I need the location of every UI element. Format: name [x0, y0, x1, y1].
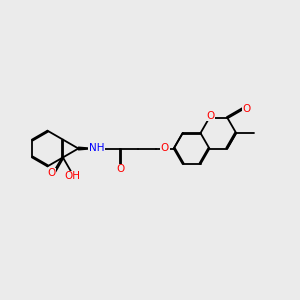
Text: O: O: [47, 169, 55, 178]
Text: OH: OH: [64, 171, 80, 182]
Text: NH: NH: [89, 143, 104, 153]
Text: O: O: [242, 104, 250, 114]
Polygon shape: [78, 147, 94, 150]
Text: O: O: [206, 111, 215, 121]
Text: O: O: [161, 143, 169, 153]
Text: O: O: [116, 164, 124, 174]
